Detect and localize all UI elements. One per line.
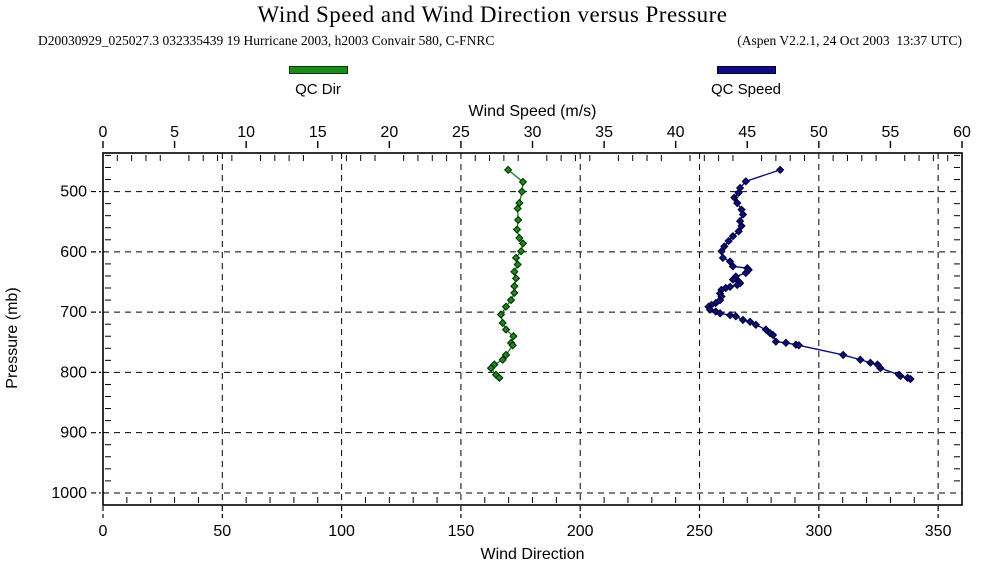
svg-text:500: 500 [60,184,87,201]
page-title: Wind Speed and Wind Direction versus Pre… [257,2,728,27]
svg-text:1000: 1000 [51,485,87,502]
subtitle: D20030929_025027.3 032335439 19 Hurrican… [38,33,962,49]
qc-speed-legend-label: QC Speed [710,81,782,98]
qc-dir-legend-label: QC Dir [295,81,341,98]
svg-text:15: 15 [309,124,327,141]
svg-text:300: 300 [805,523,832,540]
svg-text:100: 100 [328,523,355,540]
subtitle-version: (Aspen V2.2.1, 24 Oct 2003 13:37 UTC) [737,33,962,48]
svg-text:250: 250 [686,523,713,540]
svg-text:35: 35 [595,124,613,141]
svg-text:700: 700 [60,304,87,321]
legend-item-qc-dir: QC Dir [258,66,378,98]
svg-text:30: 30 [524,124,542,141]
qc-dir-legend-swatch [288,66,348,74]
svg-text:350: 350 [925,523,952,540]
svg-text:50: 50 [213,523,231,540]
svg-text:50: 50 [810,124,828,141]
svg-text:200: 200 [567,523,594,540]
svg-text:25: 25 [452,124,470,141]
axis-title-wind-speed: Wind Speed (m/s) [468,103,597,120]
svg-text:60: 60 [953,124,971,141]
qc-speed-legend-swatch [716,66,776,74]
svg-text:800: 800 [60,364,87,381]
svg-text:150: 150 [448,523,475,540]
svg-text:10: 10 [237,124,255,141]
svg-text:45: 45 [738,124,756,141]
svg-text:0: 0 [99,523,108,540]
axis-title-wind-direction: Wind Direction [480,546,585,563]
svg-text:55: 55 [882,124,900,141]
svg-text:20: 20 [380,124,398,141]
svg-text:600: 600 [60,244,87,261]
subtitle-dataset: D20030929_025027.3 032335439 19 Hurrican… [38,33,495,48]
svg-text:900: 900 [60,425,87,442]
svg-text:40: 40 [667,124,685,141]
svg-text:0: 0 [99,124,108,141]
svg-text:5: 5 [170,124,179,141]
legend-item-qc-speed: QC Speed [686,66,806,98]
